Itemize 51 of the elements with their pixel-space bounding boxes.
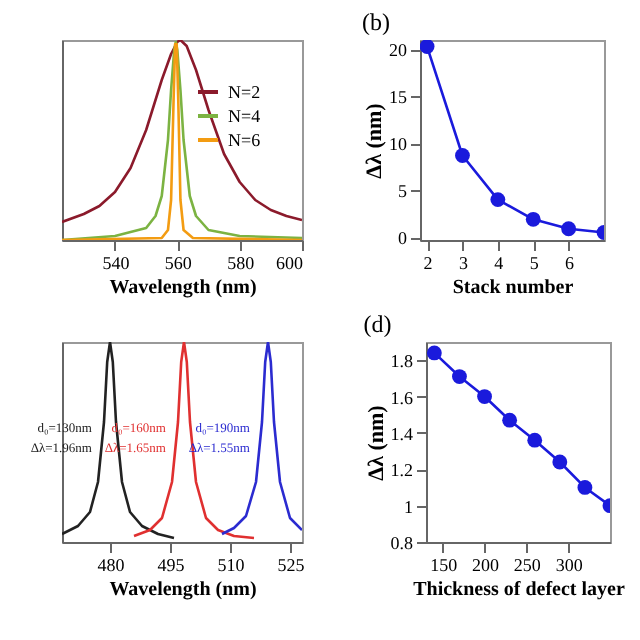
chart-title: (b) bbox=[362, 8, 390, 36]
x-tick-label: 300 bbox=[555, 555, 584, 575]
x-tick-label: 525 bbox=[277, 555, 306, 575]
x-tick-label: 150 bbox=[430, 555, 459, 575]
x-tick-label: 480 bbox=[97, 555, 126, 575]
x-tick-label: 4 bbox=[494, 253, 505, 273]
point bbox=[525, 211, 541, 227]
point bbox=[527, 432, 543, 448]
y-tick-label: 1.6 bbox=[390, 387, 414, 408]
y-tick-label: 0 bbox=[398, 228, 408, 249]
x-tick-label: 495 bbox=[157, 555, 186, 575]
x-axis-title: Wavelength (nm) bbox=[109, 579, 257, 601]
y-tick-label: 20 bbox=[389, 40, 408, 61]
legend-label: N=6 bbox=[228, 130, 262, 150]
legend-label: N=2 bbox=[228, 82, 261, 102]
x-tick-label: 580 bbox=[227, 253, 256, 273]
x-tick-label: 3 bbox=[458, 253, 469, 273]
x-tick-label: 560 bbox=[164, 253, 193, 273]
point bbox=[502, 412, 518, 428]
x-tick-label: 200 bbox=[472, 555, 501, 575]
point bbox=[577, 480, 593, 495]
point bbox=[561, 221, 577, 237]
chart-title: (d) bbox=[363, 310, 392, 338]
point bbox=[477, 389, 492, 404]
y-tick-label: 10 bbox=[389, 134, 408, 155]
x-tick-label: 600 bbox=[276, 253, 304, 273]
x-axis-title: Stack number bbox=[452, 277, 575, 299]
x-tick-label: 510 bbox=[217, 555, 246, 575]
x-tick-label: 250 bbox=[513, 555, 542, 575]
x-axis-title: Wavelength (nm) bbox=[109, 277, 257, 299]
y-tick-label: 5 bbox=[398, 181, 408, 202]
y-tick-label: 1.2 bbox=[390, 460, 413, 481]
y-tick-label: 1 bbox=[404, 496, 413, 517]
x-tick-label: 540 bbox=[102, 253, 131, 273]
point bbox=[426, 345, 442, 361]
point bbox=[452, 369, 467, 384]
x-tick-label: 2 bbox=[423, 253, 433, 273]
y-tick-label: 0.8 bbox=[390, 533, 414, 553]
x-tick-label: 5 bbox=[529, 253, 540, 273]
point bbox=[420, 40, 435, 54]
point bbox=[455, 148, 470, 163]
x-axis-title: Thickness of defect layer bbox=[413, 579, 626, 601]
y-axis-title: Δλ (nm) bbox=[364, 404, 389, 481]
y-axis-title: Δλ (nm) bbox=[363, 102, 387, 179]
y-tick-label: 1.8 bbox=[390, 351, 414, 372]
point bbox=[552, 454, 568, 470]
point bbox=[490, 192, 506, 208]
x-tick-label: 6 bbox=[565, 253, 576, 273]
legend-label: N=4 bbox=[228, 106, 262, 126]
y-tick-label: 1.4 bbox=[390, 423, 414, 444]
y-tick-label: 15 bbox=[389, 87, 408, 108]
